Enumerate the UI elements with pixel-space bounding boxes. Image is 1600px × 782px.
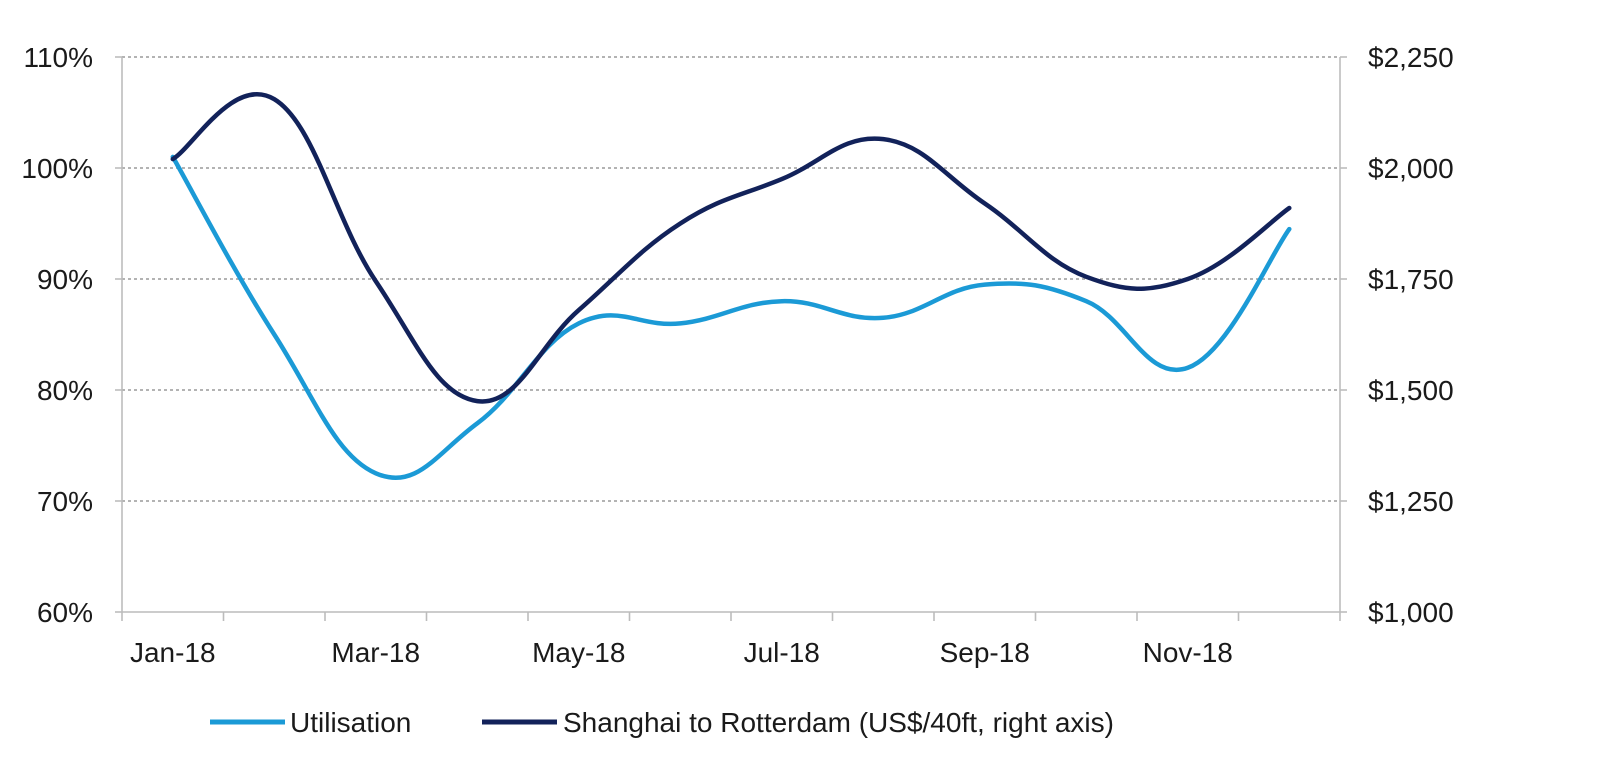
series-line-utilisation — [170, 154, 1292, 481]
y-left-tick-label: 90% — [37, 264, 93, 295]
y-left-tick-label: 100% — [21, 153, 93, 184]
y-left-tick-label: 60% — [37, 597, 93, 628]
gridlines — [122, 56, 1340, 502]
legend-label-shanghai-rotterdam: Shanghai to Rotterdam (US$/40ft, right a… — [563, 707, 1114, 738]
legend: Utilisation Shanghai to Rotterdam (US$/4… — [210, 707, 1114, 738]
axes: 60% 70% 80% 90% 100% 110% $1,000 $1,250 $1,500 $1… — [21, 42, 1453, 668]
y-left-tick-label: 80% — [37, 375, 93, 406]
y-right-tick-label: $1,000 — [1368, 597, 1454, 628]
y-right-tick-label: $1,250 — [1368, 486, 1454, 517]
y-right-tick-label: $2,000 — [1368, 153, 1454, 184]
y-right-tick-label: $2,250 — [1368, 42, 1454, 73]
series-lines — [170, 91, 1292, 481]
x-tick-label: Mar-18 — [331, 637, 420, 668]
y-right-tick-label: $1,500 — [1368, 375, 1454, 406]
x-tick-label: Jan-18 — [130, 637, 216, 668]
x-tick-label: Jul-18 — [744, 637, 820, 668]
x-tick-label: Sep-18 — [940, 637, 1030, 668]
x-tick-label: Nov-18 — [1143, 637, 1233, 668]
y-left-tick-label: 70% — [37, 486, 93, 517]
y-right-tick-label: $1,750 — [1368, 264, 1454, 295]
y-left-tick-label: 110% — [23, 42, 93, 73]
x-tick-label: May-18 — [532, 637, 625, 668]
series-line-shanghai-rotterdam — [170, 91, 1292, 404]
legend-label-utilisation: Utilisation — [290, 707, 411, 738]
